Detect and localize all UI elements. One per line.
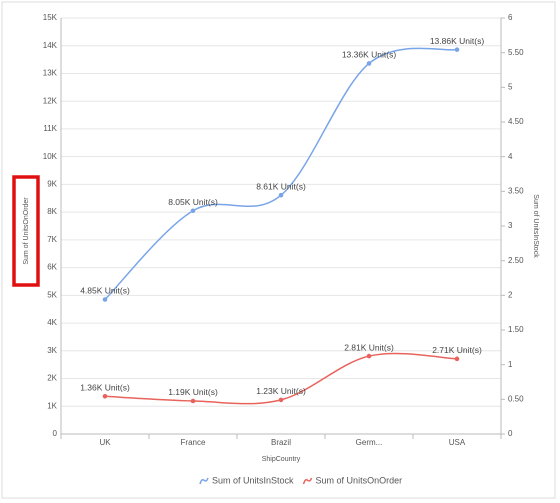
y2-tick-label: 0.50	[508, 394, 524, 403]
y2-tick-label: 5.50	[508, 48, 524, 57]
data-label: 13.86K Unit(s)	[430, 36, 484, 46]
data-label: 2.71K Unit(s)	[432, 345, 482, 355]
y2-tick-label: 2	[508, 290, 513, 299]
data-label: 1.19K Unit(s)	[168, 387, 218, 397]
x-tick-label: USA	[449, 438, 466, 447]
y-axis-title: Sum of UnitsOnOrder	[23, 197, 30, 265]
point	[190, 398, 196, 404]
point	[102, 393, 108, 399]
legend-icon	[199, 477, 209, 485]
y2-tick-label: 0	[508, 429, 513, 438]
data-label: 4.85K Unit(s)	[80, 286, 130, 296]
y2-axis-title: Sum of UnitsInStock	[532, 194, 539, 258]
x-tick-label: UK	[99, 438, 111, 447]
y-tick-label: 2K	[47, 374, 57, 383]
y2-tick-label: 2.50	[508, 256, 524, 265]
point	[278, 397, 284, 403]
y-tick-label: 5K	[47, 290, 57, 299]
legend-label: Sum of UnitsInStock	[212, 475, 294, 485]
y2-tick-label: 3	[508, 221, 513, 230]
data-label: 13.36K Unit(s)	[342, 50, 396, 60]
y-tick-label: 15K	[43, 13, 58, 22]
y-tick-label: 3K	[47, 346, 57, 355]
y-tick-label: 1K	[47, 401, 57, 410]
y2-tick-label: 6	[508, 13, 513, 22]
point	[102, 297, 108, 302]
data-label: 1.23K Unit(s)	[256, 386, 306, 396]
point	[190, 208, 196, 214]
y2-tick-label: 3.50	[508, 186, 524, 195]
point	[454, 47, 460, 52]
legend-label: Sum of UnitsOnOrder	[316, 475, 403, 485]
highlight-box	[12, 175, 40, 287]
legend-icon	[302, 477, 313, 485]
y-tick-label: 14K	[43, 41, 58, 50]
x-tick-label: Brazil	[271, 438, 291, 447]
y2-tick-label: 1	[508, 360, 513, 369]
y2-tick-label: 4.50	[508, 117, 524, 126]
y-tick-label: 9K	[47, 180, 57, 189]
point	[454, 356, 460, 362]
point	[366, 353, 372, 359]
y-tick-label: 12K	[43, 96, 58, 105]
x-axis-title: ShipCountry	[262, 456, 301, 463]
y-tick-label: 4K	[47, 318, 57, 327]
y2-tick-label: 4	[508, 152, 513, 161]
data-label: 8.61K Unit(s)	[256, 181, 306, 191]
y2-tick-label: 5	[508, 82, 513, 91]
point	[366, 61, 372, 66]
y-tick-label: 10K	[43, 152, 58, 161]
data-label: 2.81K Unit(s)	[344, 342, 394, 352]
y-tick-label: 11K	[43, 124, 57, 133]
data-label: 8.05K Unit(s)	[168, 197, 218, 207]
data-label: 1.36K Unit(s)	[80, 383, 130, 393]
y-tick-label: 0	[53, 429, 58, 438]
y-tick-label: 6K	[47, 263, 57, 272]
point	[278, 192, 284, 198]
y-tick-label: 8K	[47, 207, 57, 216]
x-tick-label: France	[181, 438, 206, 447]
y-tick-label: 13K	[43, 69, 58, 78]
y-tick-label: 7K	[47, 235, 57, 244]
x-tick-label: Germ...	[356, 438, 383, 447]
y2-tick-label: 1.50	[508, 325, 524, 334]
